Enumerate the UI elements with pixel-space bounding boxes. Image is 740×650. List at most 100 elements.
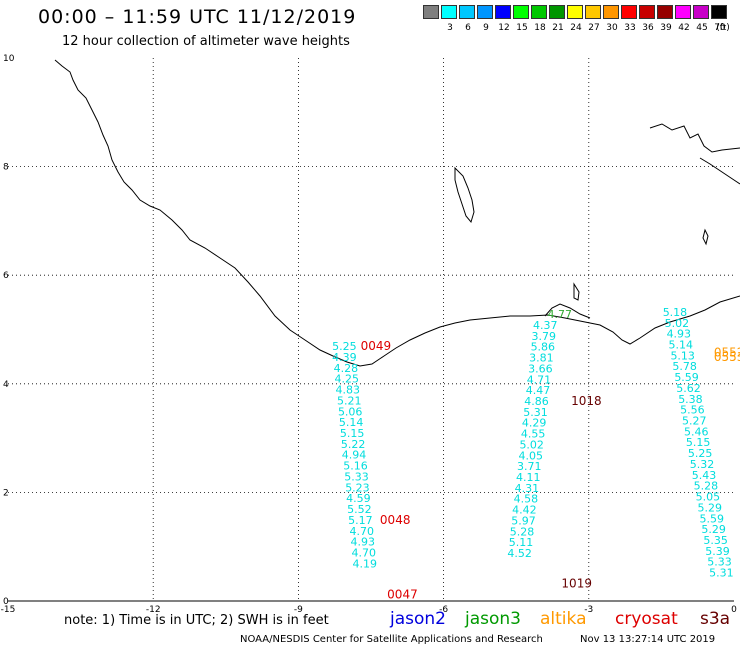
y-tick-label: 4 bbox=[3, 380, 9, 390]
y-tick-label: 0 bbox=[3, 597, 9, 607]
colorbar-swatch bbox=[513, 5, 529, 19]
coastline-island-a bbox=[454, 166, 475, 224]
colorbar-label: 12 bbox=[498, 23, 510, 33]
track-id-label: 0048 bbox=[380, 513, 411, 527]
wave-height-tracks: 5.254.394.284.254.835.215.065.145.155.22… bbox=[332, 306, 734, 580]
wave-height-point: 5.35 bbox=[703, 534, 728, 547]
wave-height-point: 4.05 bbox=[518, 449, 543, 462]
wave-height-point: 4.47 bbox=[526, 384, 551, 397]
wave-height-point: 4.28 bbox=[334, 362, 359, 375]
wave-height-point: 5.59 bbox=[699, 512, 724, 525]
wave-height-point: 5.22 bbox=[341, 438, 366, 451]
colorbar-label: 42 bbox=[678, 23, 690, 33]
track-id-label: 1019 bbox=[561, 576, 592, 590]
chart-subtitle: 12 hour collection of altimeter wave hei… bbox=[62, 34, 350, 49]
colorbar-swatch bbox=[603, 5, 619, 19]
x-tick-label: -9 bbox=[294, 605, 303, 615]
wave-height-point: 5.28 bbox=[694, 480, 719, 493]
y-tick-label: 8 bbox=[3, 163, 9, 173]
timestamp-text: Nov 13 13:27:14 UTC 2019 bbox=[580, 634, 716, 645]
wave-height-point: 4.42 bbox=[512, 504, 537, 517]
mission-jason2: jason2 bbox=[390, 609, 446, 629]
coastline-island-b bbox=[573, 282, 580, 301]
colorbar-swatch bbox=[495, 5, 511, 19]
y-tick-label: 10 bbox=[3, 54, 15, 64]
mission-cryosat: cryosat bbox=[615, 609, 678, 629]
coastline-northeast bbox=[649, 123, 740, 153]
wave-height-point: 4.55 bbox=[521, 428, 546, 441]
wave-height-point: 4.70 bbox=[351, 546, 376, 559]
wave-height-point: 5.31 bbox=[523, 406, 548, 419]
wave-height-point: 5.27 bbox=[682, 415, 707, 428]
coastline bbox=[54, 59, 740, 367]
colorbar-unit: (ft) bbox=[716, 23, 730, 33]
coastline-east bbox=[699, 157, 740, 185]
wave-height-point: 5.86 bbox=[531, 341, 556, 354]
wave-height-point: 5.13 bbox=[670, 349, 695, 362]
wave-height-point: 5.06 bbox=[338, 405, 363, 418]
wave-height-point: 4.39 bbox=[332, 351, 357, 364]
mission-jason3: jason3 bbox=[465, 609, 521, 629]
colorbar-swatch bbox=[585, 5, 601, 19]
wave-height-point: 5.14 bbox=[339, 416, 364, 429]
wave-height-point: 5.62 bbox=[676, 382, 701, 395]
colorbar-swatch bbox=[531, 5, 547, 19]
x-tick-label: -6 bbox=[439, 605, 448, 615]
colorbar-label: 15 bbox=[516, 23, 528, 33]
wave-height-point: 5.02 bbox=[665, 317, 690, 330]
colorbar-swatch bbox=[423, 5, 439, 19]
track-id-label: 0553 bbox=[714, 350, 740, 364]
grid-lines bbox=[8, 58, 734, 601]
wave-height-point: 5.15 bbox=[686, 436, 711, 449]
track-id-label: 0049 bbox=[361, 339, 392, 353]
x-tick-label: 0 bbox=[731, 605, 737, 615]
wave-height-point: 4.83 bbox=[336, 384, 361, 397]
wave-height-point: 3.66 bbox=[528, 362, 553, 375]
colorbar-label: 24 bbox=[570, 23, 582, 33]
wave-height-point: 5.78 bbox=[672, 360, 697, 373]
colorbar-swatch bbox=[711, 5, 727, 19]
wave-height-point: 5.59 bbox=[674, 371, 699, 384]
wave-height-point: 5.05 bbox=[696, 491, 721, 504]
mission-altika: altika bbox=[540, 609, 587, 629]
wave-height-point: 4.59 bbox=[346, 492, 371, 505]
colorbar-swatch bbox=[675, 5, 691, 19]
wave-height-point: 4.70 bbox=[350, 525, 375, 538]
coastline-main bbox=[54, 59, 740, 367]
colorbar-swatch bbox=[441, 5, 457, 19]
colorbar-swatch bbox=[459, 5, 475, 19]
wave-height-point: 4.11 bbox=[516, 471, 541, 484]
wave-height-point: 4.37 bbox=[533, 319, 558, 332]
wave-height-point: 5.52 bbox=[347, 503, 372, 516]
colorbar-label: 33 bbox=[624, 23, 636, 33]
wave-height-point: 5.56 bbox=[680, 404, 705, 417]
colorbar-swatch bbox=[621, 5, 637, 19]
wave-height-point: 4.31 bbox=[515, 482, 540, 495]
colorbar-label: 3 bbox=[447, 23, 453, 33]
colorbar-label: 39 bbox=[660, 23, 672, 33]
x-tick-label: -12 bbox=[146, 605, 161, 615]
wave-height-point: 5.31 bbox=[709, 567, 734, 580]
wave-height-point: 5.17 bbox=[348, 514, 373, 527]
wave-height-point: 5.18 bbox=[663, 306, 688, 319]
wave-height-point: 5.33 bbox=[707, 556, 732, 569]
wave-height-point: 5.25 bbox=[688, 447, 713, 460]
wave-height-point: 5.25 bbox=[332, 340, 357, 353]
wave-height-point: 5.23 bbox=[345, 481, 370, 494]
x-tick-label: -3 bbox=[584, 605, 593, 615]
colorbar-swatch bbox=[657, 5, 673, 19]
track-id-label: 0047 bbox=[387, 587, 418, 601]
wave-height-point: 5.32 bbox=[690, 458, 715, 471]
colorbar-label: 6 bbox=[465, 23, 471, 33]
wave-height-point: 3.71 bbox=[517, 460, 542, 473]
chart-title: 00:00 – 11:59 UTC 11/12/2019 bbox=[38, 6, 357, 28]
wave-height-point: 4.19 bbox=[352, 557, 377, 570]
wave-height-point: 4.86 bbox=[524, 395, 549, 408]
wave-height-point: 5.46 bbox=[684, 425, 709, 438]
wave-height-point: 5.28 bbox=[510, 525, 535, 538]
wave-height-point: 5.11 bbox=[509, 536, 534, 549]
wave-height-point: 3.79 bbox=[532, 330, 557, 343]
wave-height-point: 5.43 bbox=[692, 469, 717, 482]
colorbar-label: 45 bbox=[696, 23, 708, 33]
colorbar-label: 18 bbox=[534, 23, 546, 33]
